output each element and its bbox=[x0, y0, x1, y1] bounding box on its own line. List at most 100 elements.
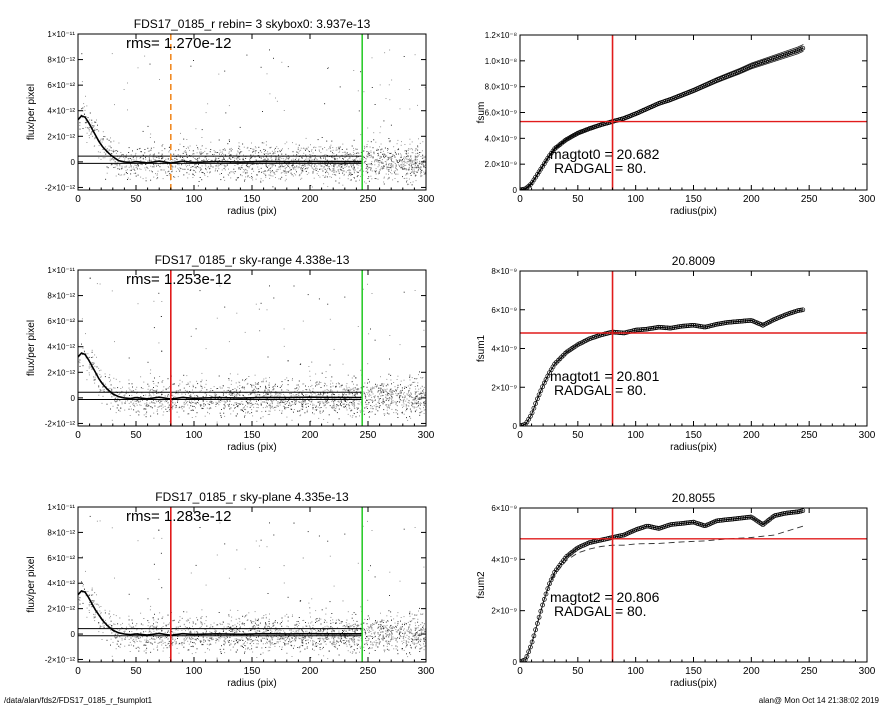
data-point bbox=[254, 403, 256, 405]
data-point bbox=[353, 399, 355, 401]
data-point bbox=[120, 152, 122, 153]
data-point bbox=[402, 396, 404, 398]
data-point bbox=[338, 148, 340, 150]
data-point bbox=[371, 178, 373, 180]
data-point bbox=[199, 167, 201, 169]
data-point bbox=[231, 380, 233, 382]
data-point bbox=[369, 411, 370, 413]
data-point bbox=[144, 55, 146, 57]
data-point bbox=[276, 146, 278, 148]
data-point bbox=[336, 149, 338, 151]
data-point bbox=[150, 369, 152, 371]
data-point bbox=[391, 383, 392, 385]
data-point bbox=[192, 169, 194, 171]
data-point bbox=[167, 401, 169, 403]
data-point bbox=[129, 389, 131, 391]
data-point bbox=[344, 393, 345, 395]
data-point bbox=[330, 391, 332, 392]
data-point bbox=[310, 157, 312, 159]
data-point bbox=[345, 407, 347, 409]
data-point bbox=[274, 406, 276, 408]
data-point bbox=[182, 152, 184, 154]
data-point bbox=[287, 360, 289, 362]
data-point bbox=[162, 169, 164, 171]
data-point bbox=[167, 394, 169, 396]
data-point bbox=[287, 156, 289, 158]
data-point bbox=[217, 162, 219, 164]
data-point bbox=[400, 390, 401, 392]
data-point bbox=[274, 152, 276, 154]
data-point bbox=[150, 415, 152, 417]
data-point bbox=[139, 147, 141, 149]
data-point bbox=[111, 163, 112, 165]
data-point bbox=[328, 397, 329, 399]
data-point bbox=[204, 174, 206, 176]
data-point bbox=[297, 410, 299, 412]
data-point bbox=[293, 160, 295, 162]
data-point bbox=[247, 147, 249, 149]
data-point bbox=[140, 396, 142, 398]
data-point bbox=[228, 168, 229, 170]
data-point bbox=[348, 393, 350, 395]
data-point bbox=[418, 393, 420, 395]
data-point bbox=[354, 405, 356, 407]
data-point bbox=[376, 148, 378, 150]
data-point bbox=[250, 148, 252, 149]
data-point bbox=[395, 403, 397, 405]
data-point bbox=[418, 403, 420, 405]
data-point bbox=[269, 167, 271, 169]
data-point bbox=[224, 404, 226, 406]
y-tick-label: 6×10⁻¹² bbox=[47, 81, 75, 90]
data-point bbox=[265, 387, 267, 389]
data-point bbox=[371, 390, 373, 392]
data-point bbox=[420, 408, 422, 410]
data-point bbox=[349, 154, 351, 156]
data-point bbox=[205, 395, 207, 397]
data-point bbox=[142, 157, 144, 159]
data-point bbox=[148, 157, 150, 159]
data-point bbox=[102, 157, 104, 159]
data-point bbox=[197, 148, 199, 150]
data-point bbox=[360, 168, 362, 170]
data-point bbox=[137, 67, 139, 69]
data-point bbox=[272, 171, 274, 173]
data-point bbox=[210, 401, 212, 403]
data-point bbox=[355, 158, 357, 160]
data-point bbox=[253, 403, 255, 405]
data-point bbox=[234, 408, 235, 409]
data-point bbox=[325, 398, 327, 400]
data-point bbox=[421, 386, 423, 388]
data-point bbox=[296, 154, 298, 156]
data-point bbox=[391, 402, 393, 404]
data-point bbox=[325, 175, 327, 177]
data-point bbox=[271, 394, 273, 396]
data-point bbox=[296, 389, 298, 391]
data-point bbox=[377, 153, 379, 154]
data-point bbox=[210, 388, 212, 389]
x-tick-label: 100 bbox=[627, 194, 644, 205]
data-point bbox=[267, 356, 269, 358]
data-point bbox=[179, 156, 181, 158]
data-point bbox=[153, 394, 155, 396]
data-point bbox=[152, 392, 154, 394]
data-point bbox=[329, 169, 331, 171]
data-point bbox=[262, 407, 264, 409]
data-point bbox=[125, 170, 127, 172]
data-point bbox=[424, 395, 426, 397]
data-point bbox=[381, 394, 383, 396]
data-point bbox=[348, 166, 350, 168]
data-point bbox=[167, 402, 169, 404]
data-point bbox=[149, 150, 150, 152]
data-point bbox=[371, 87, 373, 88]
data-point bbox=[644, 326, 650, 332]
data-point bbox=[330, 380, 332, 382]
data-point bbox=[385, 389, 387, 391]
data-point bbox=[229, 154, 231, 156]
data-point bbox=[105, 153, 107, 155]
data-point bbox=[349, 153, 351, 155]
data-point bbox=[366, 170, 368, 172]
data-point bbox=[251, 385, 252, 387]
data-point bbox=[334, 405, 336, 407]
data-point bbox=[117, 150, 119, 152]
data-point bbox=[380, 143, 382, 145]
